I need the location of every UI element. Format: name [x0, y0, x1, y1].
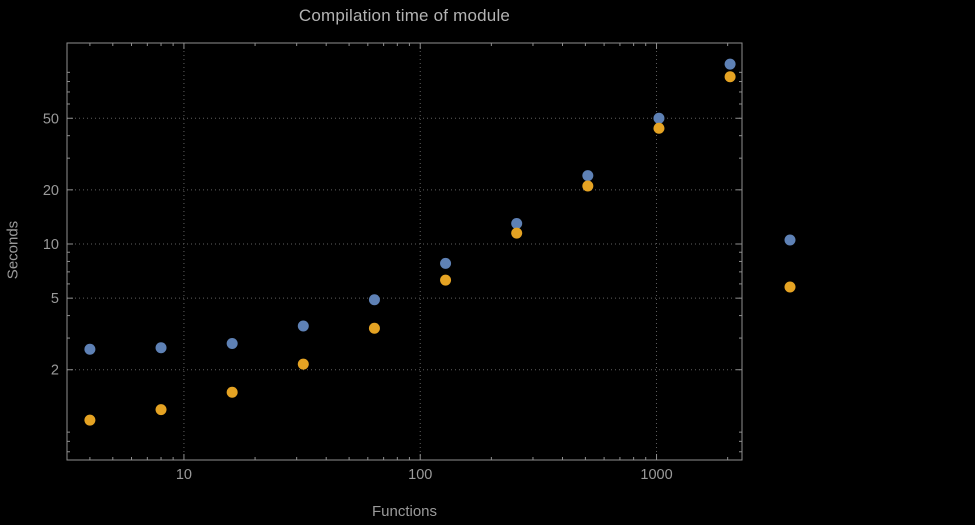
data-point-series-1: [582, 170, 594, 182]
data-point-series-2: [226, 386, 238, 398]
data-point-series-2: [511, 227, 523, 239]
y-axis-label: Seconds: [4, 220, 22, 280]
y-tick-label: 5: [51, 291, 59, 307]
plot-frame: [66, 42, 743, 461]
data-point-series-1: [84, 343, 96, 355]
data-point-series-1: [368, 294, 380, 306]
data-point-series-1: [653, 112, 665, 124]
y-tick-label: 50: [43, 111, 59, 127]
data-point-series-1: [155, 342, 167, 354]
legend-marker-blue: [784, 234, 796, 246]
x-tick-label: 100: [408, 467, 432, 483]
data-point-series-2: [84, 414, 96, 426]
data-point-series-2: [724, 71, 736, 83]
y-tick-label: 2: [51, 363, 59, 379]
data-point-series-1: [724, 58, 736, 70]
x-tick-label: 10: [176, 467, 192, 483]
data-point-series-2: [440, 274, 452, 286]
y-tick-label: 10: [43, 237, 59, 253]
data-point-series-1: [226, 337, 238, 349]
x-axis-label: Functions: [371, 503, 438, 520]
data-point-series-1: [440, 257, 452, 269]
data-point-series-2: [368, 322, 380, 334]
data-point-series-1: [511, 218, 523, 230]
data-point-series-2: [653, 122, 665, 134]
data-point-series-2: [155, 404, 167, 416]
y-tick-label: 20: [43, 183, 59, 199]
data-point-series-1: [297, 320, 309, 332]
x-tick-label: 1000: [640, 467, 672, 483]
data-point-series-2: [582, 180, 594, 192]
chart-title: Compilation time of module: [298, 6, 511, 25]
data-point-series-2: [297, 358, 309, 370]
legend-marker-orange: [784, 281, 796, 293]
